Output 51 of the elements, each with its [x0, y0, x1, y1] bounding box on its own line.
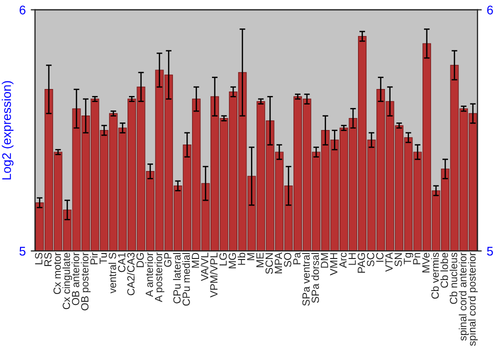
x-tick-label: spinal cord anterior	[458, 252, 469, 341]
x-tick-label: VTA	[385, 252, 393, 272]
x-tick-label: MPA	[274, 252, 282, 274]
x-tick-label: RS	[44, 252, 52, 266]
x-tick-label: ventral S	[108, 252, 116, 294]
x-tick-label: Cb nucleus	[450, 252, 458, 304]
y2-tick-label: 6	[487, 6, 493, 14]
x-tick-label: IC	[376, 252, 384, 262]
x-tick-label: SPa dorsal	[311, 253, 319, 303]
x-tick-label: Pn	[413, 253, 420, 264]
x-tick-label: LS	[35, 252, 42, 264]
x-tick-label: MD	[192, 252, 200, 268]
x-tick-label: CA1	[118, 252, 126, 272]
x-tick-label: CA2/CA3	[126, 252, 135, 296]
x-tick-label: A anterior	[145, 252, 154, 297]
x-tick-label: SN	[394, 253, 402, 266]
x-tick-label: GP	[164, 252, 172, 267]
x-tick-label: A posterior	[154, 252, 164, 302]
x-tick-label: ME	[256, 252, 264, 268]
x-tick-label: M	[247, 253, 254, 260]
x-tick-label: Cb lobe	[440, 252, 448, 288]
x-tick-label: SPa ventral	[302, 253, 310, 306]
x-tick-label: CPu lateral	[173, 253, 181, 304]
x-tick-label: MVe	[422, 252, 430, 272]
x-tick-label: VMH	[330, 253, 338, 276]
x-tick-label: LG	[219, 253, 227, 266]
x-tick-label: Hb	[238, 252, 246, 265]
x-tick-label: Pir	[90, 252, 98, 264]
x-tick-label: SC	[366, 252, 374, 266]
x-tick-label: Pa	[293, 252, 301, 264]
x-tick-label: SCN	[266, 253, 273, 274]
x-tick-label: Cb vermis	[431, 252, 439, 299]
x-tick-label: CPu medial	[182, 253, 190, 306]
x-tick-label: VPM/VPL	[210, 252, 218, 298]
x-tick-label: Tg	[404, 253, 414, 264]
x-tick-label: MG	[228, 253, 236, 268]
x-tick-label: DM	[320, 253, 328, 268]
x-tick-label: OB anterior	[72, 252, 80, 306]
x-tick-label: Arc	[339, 252, 347, 268]
x-tick-label: LH	[348, 253, 356, 265]
x-tick-label: Tu	[100, 253, 107, 264]
x-tick-label: VA/VL	[200, 252, 208, 282]
x-tick-label: Cx motor	[53, 252, 61, 294]
x-tick-label: SO	[284, 252, 292, 267]
x-tick-label: OB posterior	[80, 252, 91, 310]
y-axis-title: Log2 (expression)	[2, 81, 14, 180]
y2-tick-label: 5	[487, 246, 493, 256]
x-tick-label: spinal cord posterior	[468, 252, 478, 346]
x-tick-label: Cx cingulate	[62, 252, 72, 310]
x-tick-label: DG	[136, 253, 144, 268]
x-tick-label: PAG	[358, 253, 366, 273]
